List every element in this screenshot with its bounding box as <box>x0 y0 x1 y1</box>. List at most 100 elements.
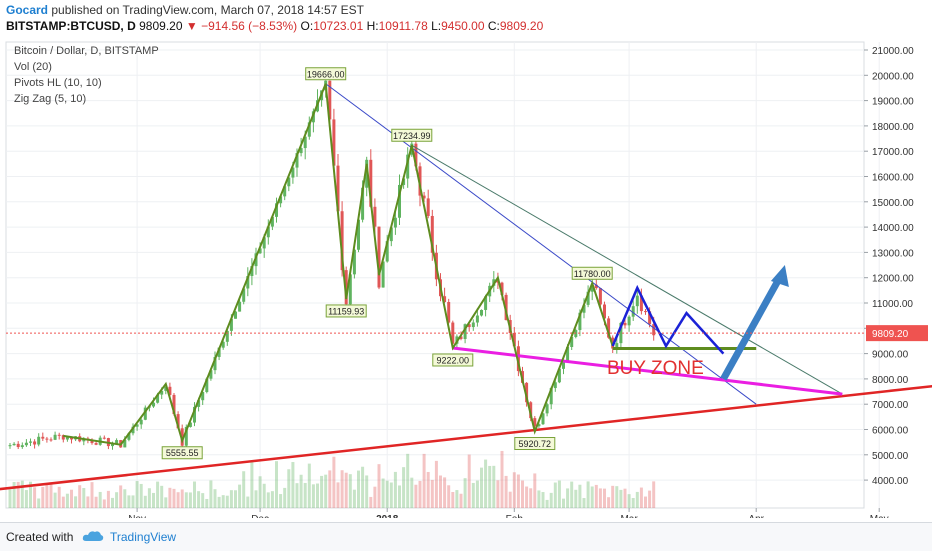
time-axis[interactable]: Nov Dec 2018 Feb Mar Apr May <box>128 508 889 525</box>
volume-bar <box>434 460 438 508</box>
volume-bar <box>201 493 205 508</box>
volume-bar <box>426 471 430 508</box>
magenta-support-line <box>452 346 843 396</box>
candle-body <box>541 413 545 425</box>
volume-bar <box>594 484 598 508</box>
candle-body <box>168 386 172 395</box>
pivot-label: 11780.00 <box>574 269 611 279</box>
candle-body <box>24 442 28 446</box>
volume-bar <box>627 494 631 508</box>
volume-bar <box>373 486 377 508</box>
volume-bar <box>45 484 49 508</box>
high-value: 10911.78 <box>378 19 428 33</box>
candle-body <box>557 368 561 383</box>
volume-bar <box>254 490 258 508</box>
volume-bar <box>463 478 467 508</box>
volume-bar <box>369 496 373 508</box>
volume-bar <box>127 495 131 508</box>
y-tick-label: 18000.00 <box>872 122 914 133</box>
pivot-label-box <box>325 304 367 318</box>
candle-body <box>275 203 278 217</box>
open-value: 10723.01 <box>313 19 364 33</box>
volume-bar <box>229 490 233 508</box>
volume-bar <box>213 489 217 508</box>
volume-bar <box>385 480 389 508</box>
volume-bar <box>533 473 537 508</box>
y-tick-label: 12000.00 <box>872 274 914 285</box>
volume-bar <box>65 493 69 508</box>
volume-bar <box>451 492 455 508</box>
symbol: BITSTAMP:BTCUSD, D <box>6 19 136 33</box>
volume-bar <box>307 463 311 508</box>
candle-body <box>484 296 488 310</box>
volume-bar <box>578 484 582 508</box>
volume-bar <box>644 496 647 508</box>
candle-body <box>20 445 24 448</box>
pivot-label: 17234.99 <box>393 131 431 141</box>
volume-bar <box>447 485 451 508</box>
price-chart[interactable]: 5555.55 19666.00 11159.93 17234.99 9222.00 59… <box>0 38 932 525</box>
price-axis[interactable]: 21000.00 20000.00 19000.00 18000.00 17000.00… <box>864 46 928 487</box>
volume-bar <box>164 497 168 508</box>
buy-arrow-head <box>770 265 789 288</box>
candle-body <box>53 434 57 440</box>
volume-bar <box>78 485 82 508</box>
candle-body <box>348 274 352 305</box>
volume-bar <box>488 465 492 508</box>
pivot-label: 11159.93 <box>328 306 364 316</box>
y-tick-label: 20000.00 <box>872 71 914 82</box>
chart-area[interactable]: 5555.55 19666.00 11159.93 17234.99 9222.00 59… <box>0 38 932 525</box>
volume-bar <box>86 496 90 508</box>
volume-bar <box>381 478 385 508</box>
x-tick-label: Apr <box>748 514 764 518</box>
candle-body <box>393 217 397 228</box>
volume-bar <box>480 467 483 508</box>
volume-bar <box>115 492 119 508</box>
volume-bar <box>521 480 524 508</box>
volume-bar <box>414 484 418 508</box>
candle-body <box>332 119 336 166</box>
candle-body <box>615 343 619 349</box>
candle-body <box>246 276 250 289</box>
volume-bar <box>320 475 324 508</box>
volume-bar <box>184 492 188 508</box>
candle-body <box>480 309 483 316</box>
pivot-label-box <box>305 67 347 81</box>
volume-bar <box>123 489 127 508</box>
candle-body <box>270 216 274 227</box>
volume-bar <box>8 489 12 508</box>
volume-bar <box>311 484 315 508</box>
candle-body <box>258 248 262 254</box>
candle-body <box>582 304 586 313</box>
volume-bar <box>94 496 98 508</box>
candle-body <box>131 426 135 434</box>
pivot-label-box <box>571 266 613 280</box>
volume-bar <box>221 495 225 508</box>
legend-title: Bitcoin / Dollar, D, BITSTAMP <box>14 45 159 57</box>
volume-bar <box>406 453 410 508</box>
volume-bar <box>238 484 242 508</box>
volume-bar <box>393 471 397 508</box>
candle-body <box>291 167 295 178</box>
volume-bar <box>176 492 180 508</box>
volume-bar <box>33 487 37 508</box>
volume-bar <box>324 474 328 508</box>
y-tick-label: 8000.00 <box>872 375 909 386</box>
author-link[interactable]: Gocard <box>6 3 49 17</box>
candle-body <box>648 311 652 325</box>
candle-body <box>303 136 307 149</box>
y-tick-label: 11000.00 <box>872 299 913 310</box>
tradingview-link[interactable]: TradingView <box>110 530 177 544</box>
x-tick-label: Mar <box>620 514 638 518</box>
volume-bar <box>266 492 270 508</box>
chart-header: Gocard published on TradingView.com, Mar… <box>0 0 932 36</box>
candle-body <box>213 356 217 371</box>
candle-body <box>156 394 160 403</box>
volume-bar <box>475 480 479 508</box>
candle-body <box>221 341 225 348</box>
candle-body <box>570 336 574 347</box>
candle-body <box>422 195 426 199</box>
volume-bar <box>29 481 32 508</box>
y-tick-label: 13000.00 <box>872 248 914 259</box>
candle-body <box>369 159 373 207</box>
